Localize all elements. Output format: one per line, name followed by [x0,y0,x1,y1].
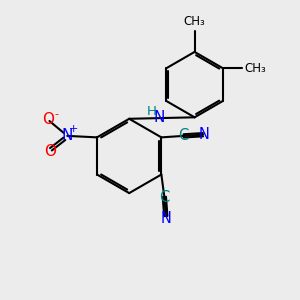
Text: N: N [199,127,210,142]
Text: C: C [159,190,170,205]
Text: +: + [69,124,79,134]
Text: CH₃: CH₃ [244,62,266,75]
Text: CH₃: CH₃ [184,14,206,28]
Text: O: O [44,143,56,158]
Text: C: C [178,128,189,143]
Text: N: N [61,128,73,143]
Text: -: - [54,110,58,119]
Text: O: O [42,112,54,127]
Text: N: N [153,110,165,125]
Text: N: N [161,211,172,226]
Text: H: H [146,105,156,118]
